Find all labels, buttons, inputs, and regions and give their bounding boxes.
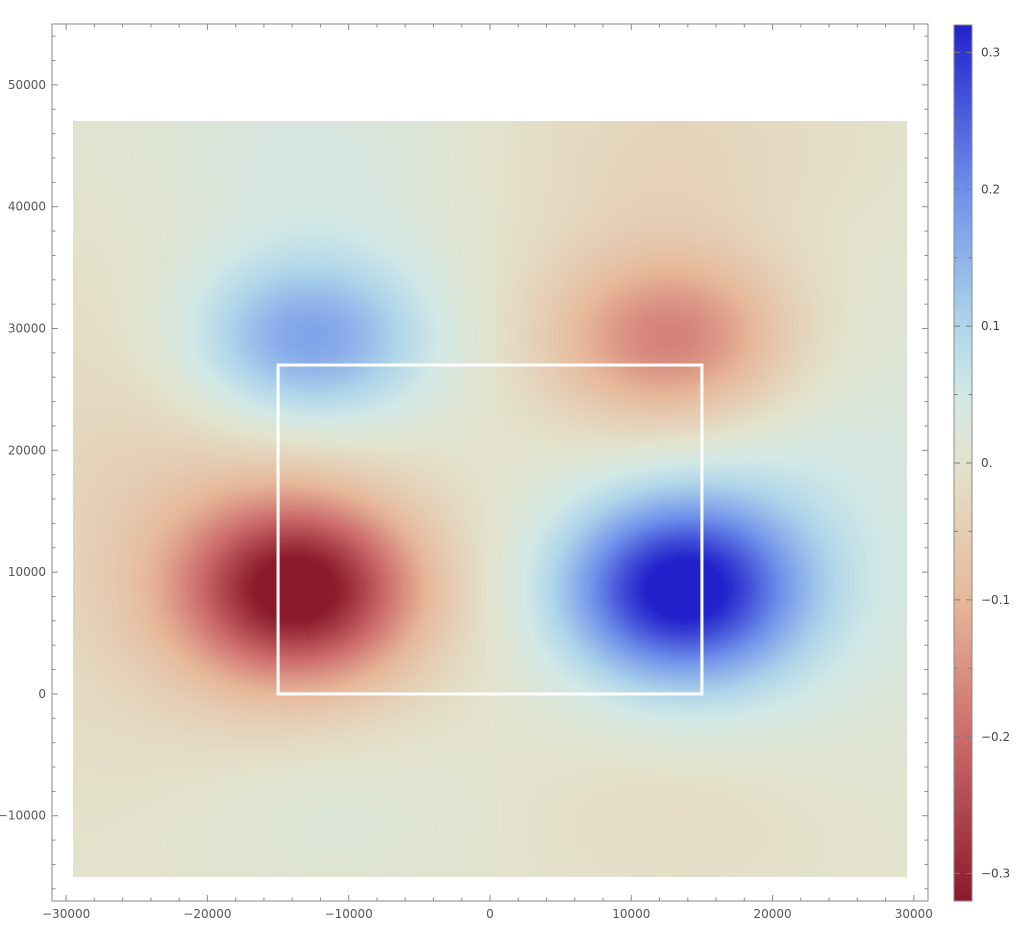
colorbar-ticks: 0.3 0.2 0.1 0. −0.1 −0.2 −0.3 (954, 45, 1010, 881)
y-tick-label: 40000 (8, 200, 46, 214)
heatmap-raster (73, 121, 907, 877)
x-tick-label: −30000 (42, 907, 90, 921)
colorbar-tick-label: 0.2 (981, 182, 1000, 196)
colorbar-tick-label: −0.1 (981, 593, 1010, 607)
y-tick-label: 20000 (8, 443, 46, 457)
colorbar-tick-label: 0. (981, 456, 992, 470)
colorbar-tick-label: −0.2 (981, 730, 1010, 744)
y-tick-label: 50000 (8, 78, 46, 92)
x-tick-label: 10000 (612, 907, 650, 921)
x-tick-label: −10000 (325, 907, 373, 921)
y-tick-label: 10000 (8, 565, 46, 579)
colorbar-tick-label: 0.1 (981, 319, 1000, 333)
x-tick-label: −20000 (183, 907, 231, 921)
colorbar-tick-label: −0.3 (981, 867, 1010, 881)
y-axis-ticks: −10000 0 10000 20000 30000 40000 50000 (0, 35, 928, 890)
x-tick-label: 20000 (753, 907, 791, 921)
heatmap-canvas (73, 121, 907, 877)
x-tick-label: 0 (486, 907, 494, 921)
colorbar-tick-label: 0.3 (981, 45, 1000, 59)
y-tick-label: 30000 (8, 322, 46, 336)
y-tick-label: −10000 (0, 809, 46, 823)
overlay-rectangle (276, 363, 704, 696)
y-tick-label: 0 (38, 687, 46, 701)
x-axis-ticks: −30000 −20000 −10000 0 10000 20000 30000 (42, 24, 933, 921)
x-tick-label: 30000 (895, 907, 933, 921)
